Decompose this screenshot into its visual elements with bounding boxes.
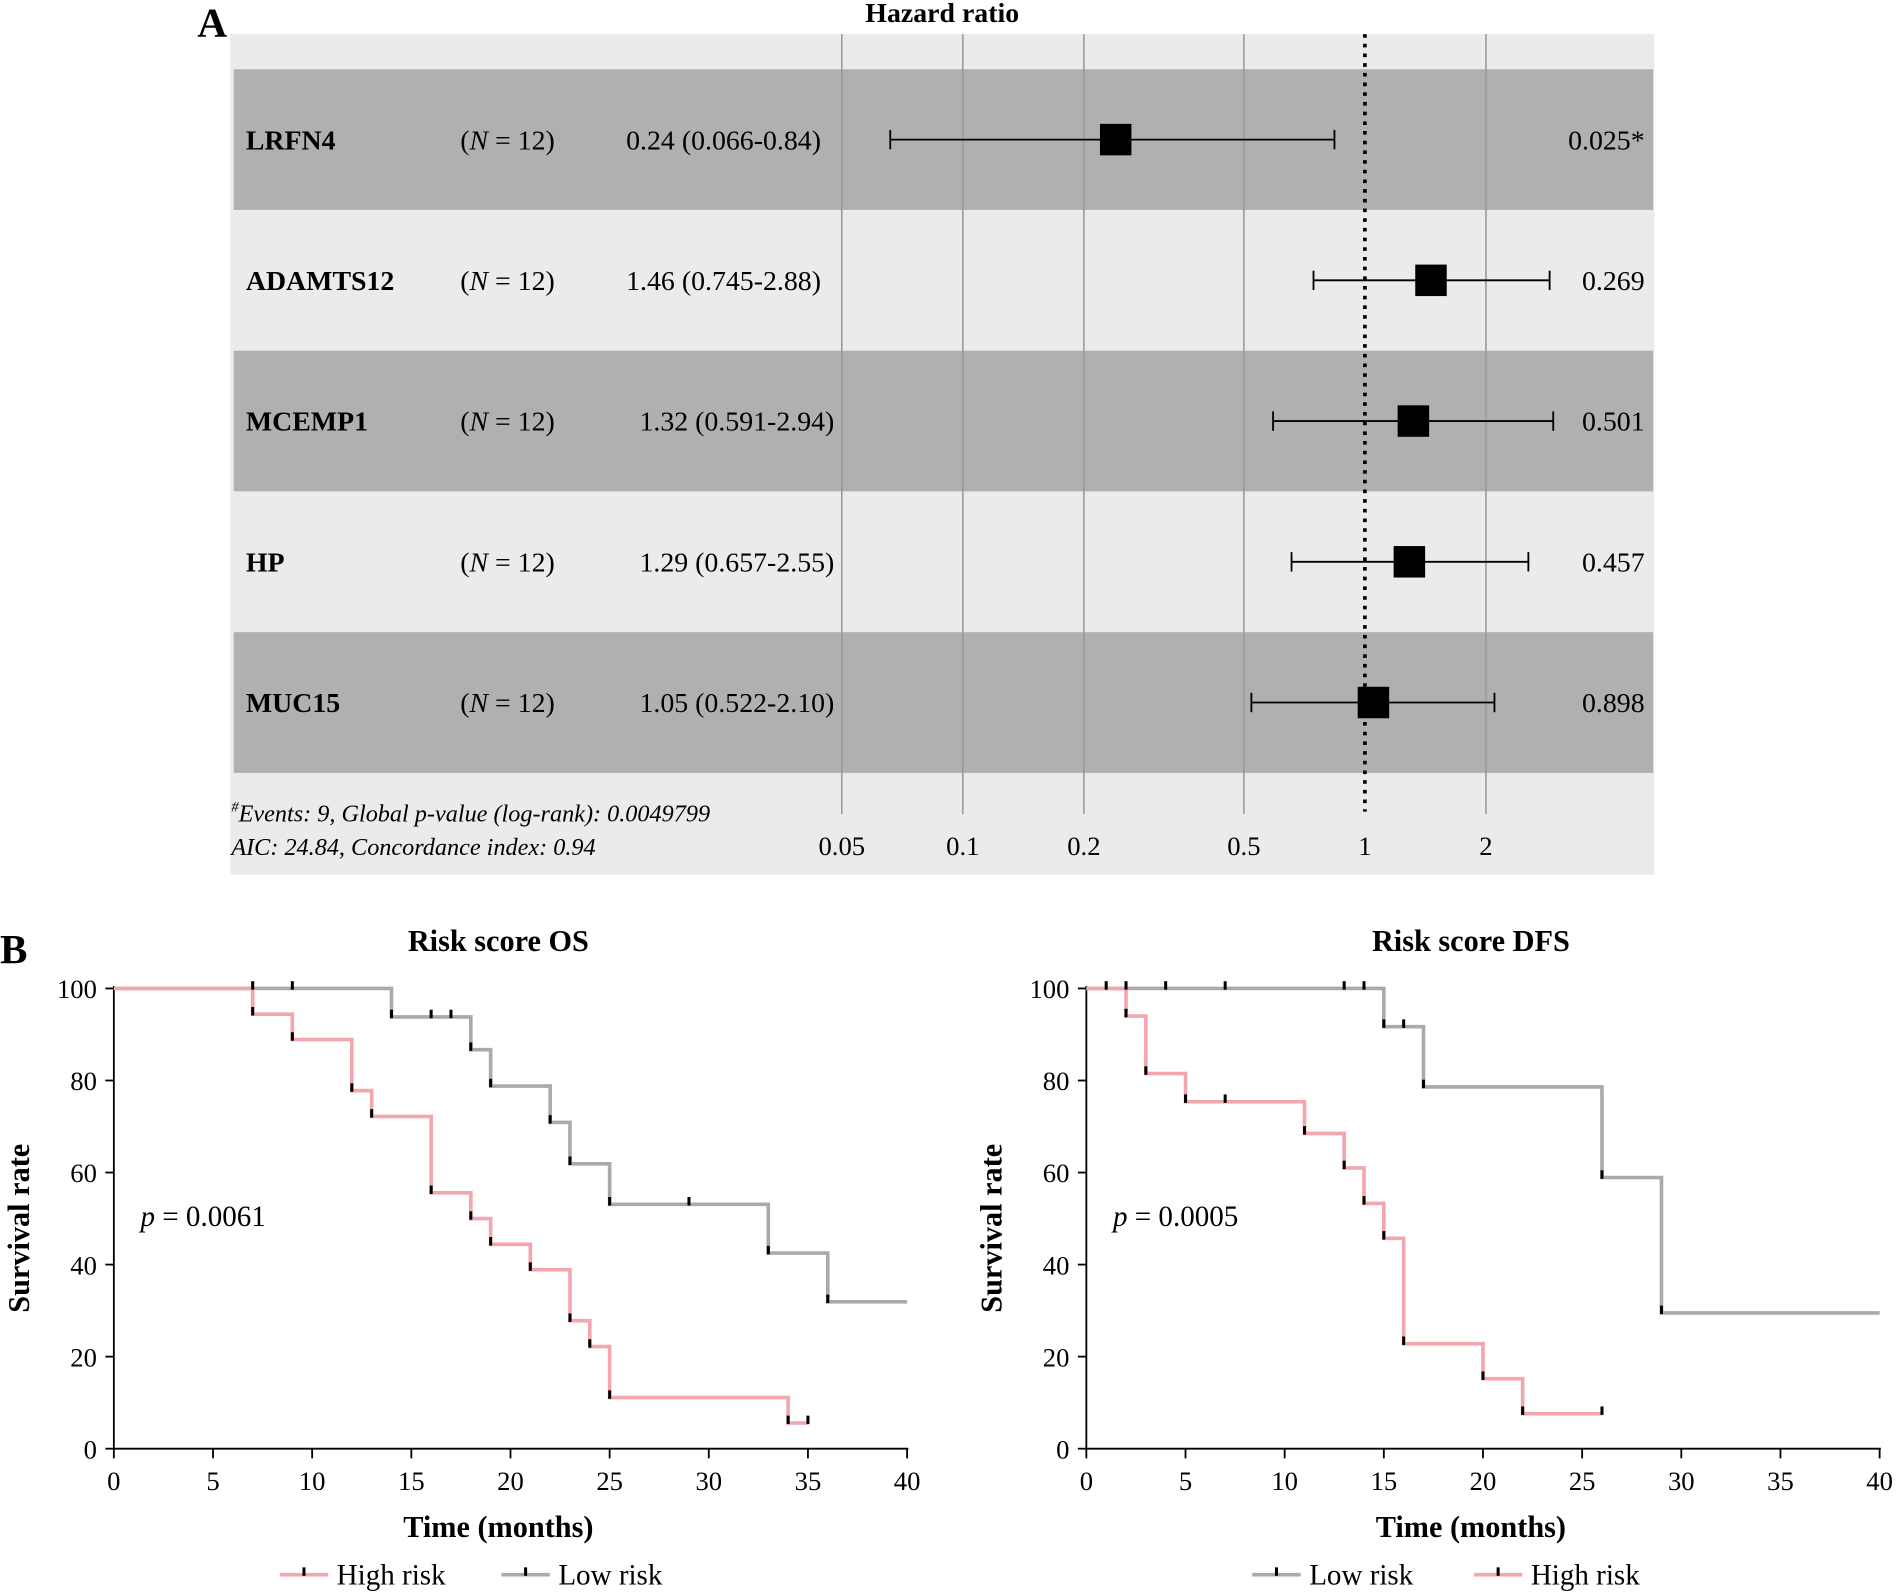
hr-point: [1415, 264, 1447, 297]
legend-label: Low risk: [1309, 1559, 1414, 1591]
n-label: (N = 12): [460, 688, 555, 719]
y-axis-label: Survival rate: [2, 1144, 36, 1313]
y-tick-label: 40: [1043, 1250, 1070, 1280]
legend-item-low-risk: Low risk: [501, 1559, 663, 1591]
y-tick-label: 80: [1043, 1066, 1070, 1096]
n-label: (N = 12): [460, 125, 555, 156]
survival-curve-high-risk: [1086, 986, 1602, 1416]
y-axis-label: Survival rate: [975, 1144, 1009, 1313]
chart-title: Risk score DFS: [1372, 924, 1570, 958]
forest-tick-label: 0.05: [818, 831, 865, 861]
panel-label-a: A: [197, 0, 227, 46]
legend-item-high-risk: High risk: [279, 1559, 446, 1591]
x-tick-label: 25: [596, 1466, 623, 1496]
legend-label: High risk: [1531, 1559, 1640, 1591]
x-tick-label: 20: [1470, 1466, 1497, 1496]
p-value-annotation: p = 0.0061: [138, 1201, 265, 1233]
x-tick-label: 0: [107, 1466, 120, 1496]
legend-item-low-risk: Low risk: [1252, 1559, 1414, 1591]
forest-row: MCEMP1 (N = 12) 1.32 (0.591-2.94) 0.501: [246, 405, 1645, 438]
chart-title: Risk score OS: [408, 924, 589, 958]
hr-point: [1397, 405, 1430, 437]
gene-label: ADAMTS12: [246, 266, 395, 297]
legend-label: High risk: [337, 1559, 446, 1591]
legend-item-high-risk: High risk: [1473, 1559, 1640, 1591]
y-tick-label: 100: [1029, 974, 1069, 1004]
x-tick-label: 30: [1668, 1466, 1695, 1496]
forest-plot: Hazard ratio LRFN4 (N = 12) 0.24 (0.066-0.…: [229, 0, 1655, 875]
legend-label: Low risk: [558, 1559, 663, 1591]
x-tick-label: 0: [1080, 1466, 1093, 1496]
y-tick-label: 20: [70, 1342, 97, 1372]
forest-row: HP (N = 12) 1.29 (0.657-2.55) 0.457: [246, 546, 1645, 578]
n-label: (N = 12): [460, 407, 555, 438]
gene-label: MCEMP1: [246, 407, 368, 438]
hr-point: [1357, 686, 1390, 719]
forest-row: LRFN4 (N = 12) 0.24 (0.066-0.84) 0.025*: [246, 123, 1645, 156]
y-tick-label: 40: [70, 1250, 97, 1280]
km-os-chart: Risk score OS 0 20 40 60 80 100 0 5 10 15 20 25 30 35 4…: [2, 924, 920, 1591]
hr-point: [1099, 123, 1132, 156]
survival-curve-high-risk: [113, 986, 808, 1425]
km-dfs-chart: Risk score DFS 0 20 40 60 80 100 0 5 10 15 20 25 30 35…: [975, 924, 1893, 1591]
y-tick-label: 60: [1043, 1158, 1070, 1188]
hr-label: 1.32 (0.591-2.94): [639, 407, 834, 438]
x-tick-label: 40: [894, 1466, 921, 1496]
forest-tick-label: 1: [1358, 831, 1371, 861]
p-value-annotation: p = 0.0005: [1111, 1201, 1238, 1233]
survival-curve-low-risk: [113, 986, 908, 1304]
y-tick-label: 0: [1056, 1434, 1069, 1464]
forest-footnote-1: #Events: 9, Global p-value (log-rank): 0…: [231, 800, 710, 828]
forest-tick-label: 2: [1479, 831, 1492, 861]
forest-tick-label: 0.2: [1067, 831, 1100, 861]
x-tick-label: 25: [1569, 1466, 1596, 1496]
x-axis-label: Time (months): [403, 1510, 593, 1544]
y-tick-label: 60: [70, 1158, 97, 1188]
gene-label: LRFN4: [246, 125, 336, 156]
survival-curve-low-risk: [1086, 986, 1880, 1315]
x-tick-label: 35: [795, 1466, 822, 1496]
gene-label: MUC15: [246, 688, 340, 719]
x-tick-label: 30: [695, 1466, 722, 1496]
x-tick-label: 15: [398, 1466, 425, 1496]
x-tick-label: 5: [1179, 1466, 1192, 1496]
x-tick-label: 10: [299, 1466, 326, 1496]
y-tick-label: 80: [70, 1066, 97, 1096]
x-axis-label: Time (months): [1376, 1510, 1566, 1544]
forest-title: Hazard ratio: [865, 0, 1019, 29]
p-value-label: 0.269: [1582, 266, 1645, 297]
gene-label: HP: [246, 547, 285, 578]
p-value-label: 0.025*: [1568, 125, 1645, 156]
p-value-label: 0.501: [1582, 407, 1645, 438]
x-tick-label: 35: [1767, 1466, 1794, 1496]
hr-point: [1393, 546, 1426, 578]
y-tick-label: 0: [84, 1434, 97, 1464]
hr-label: 1.46 (0.745-2.88): [626, 266, 821, 297]
hr-label: 1.05 (0.522-2.10): [639, 688, 834, 719]
panel-label-b: B: [0, 926, 27, 972]
p-value-label: 0.898: [1582, 688, 1645, 719]
x-tick-label: 5: [206, 1466, 219, 1496]
forest-footnote-2: AIC: 24.84, Concordance index: 0.94: [229, 834, 595, 861]
forest-row: MUC15 (N = 12) 1.05 (0.522-2.10) 0.898: [246, 686, 1645, 719]
n-label: (N = 12): [460, 547, 555, 578]
forest-tick-label: 0.5: [1227, 831, 1260, 861]
forest-row: ADAMTS12 (N = 12) 1.46 (0.745-2.88) 0.269: [246, 264, 1645, 297]
hr-label: 0.24 (0.066-0.84): [626, 125, 821, 156]
forest-tick-label: 0.1: [946, 831, 979, 861]
x-tick-label: 20: [497, 1466, 524, 1496]
p-value-label: 0.457: [1582, 547, 1645, 578]
n-label: (N = 12): [460, 266, 555, 297]
x-tick-label: 15: [1371, 1466, 1398, 1496]
x-tick-label: 40: [1866, 1466, 1893, 1496]
hr-label: 1.29 (0.657-2.55): [639, 547, 834, 578]
y-tick-label: 100: [57, 974, 97, 1004]
x-tick-label: 10: [1271, 1466, 1298, 1496]
y-tick-label: 20: [1043, 1342, 1070, 1372]
